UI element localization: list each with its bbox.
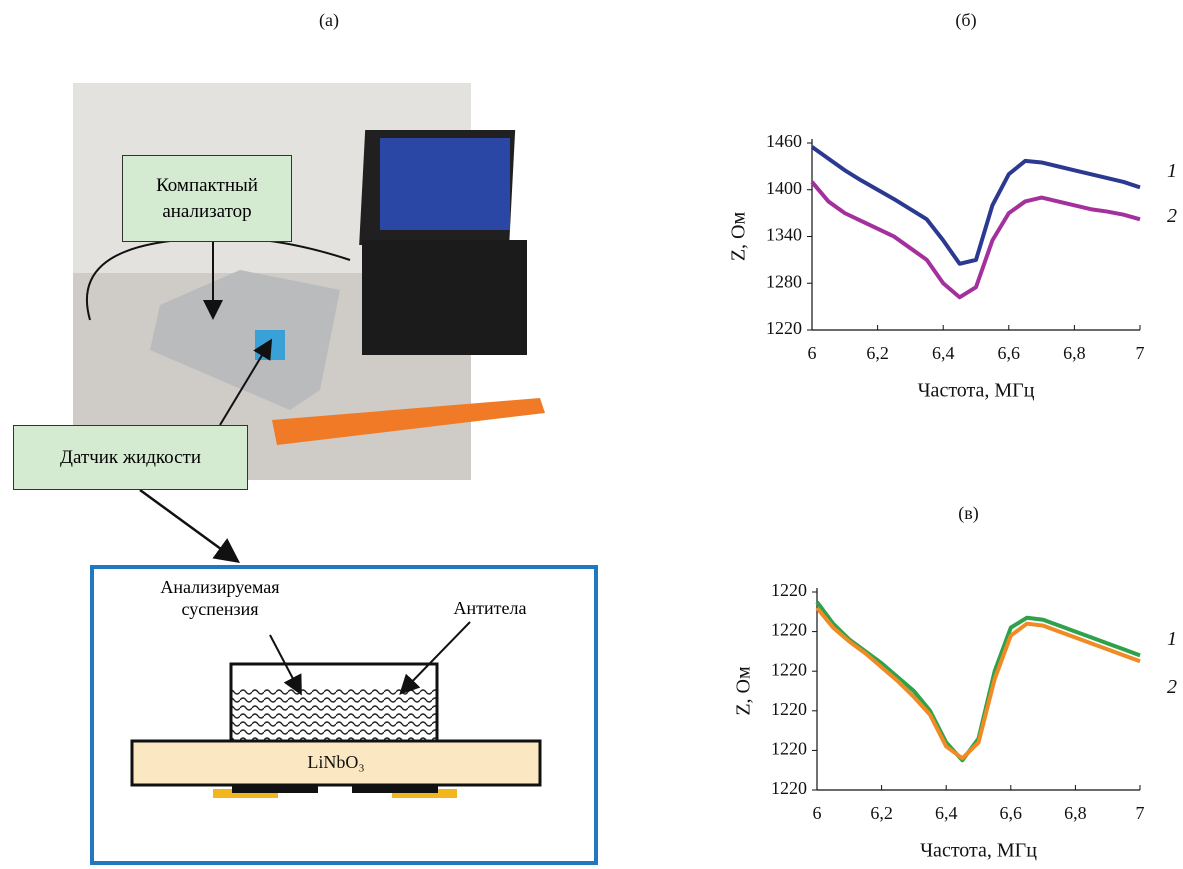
x-tick-label: 6,6 xyxy=(1000,803,1023,823)
x-tick-label: 6 xyxy=(808,343,817,363)
photo xyxy=(73,83,545,480)
x-tick-label: 6,2 xyxy=(870,803,893,823)
y-tick-label: 1220 xyxy=(766,318,802,338)
y-tick-label: 1220 xyxy=(771,580,807,600)
x-axis-label: Частота, МГц xyxy=(920,840,1037,862)
legend-label: 1 xyxy=(1167,628,1177,650)
x-tick-label: 6,8 xyxy=(1064,803,1087,823)
legend-label: 2 xyxy=(1167,676,1177,698)
x-tick-label: 6,4 xyxy=(935,803,958,823)
diagram-label: Анализируемая суспензия xyxy=(140,576,300,620)
y-tick-label: 1340 xyxy=(766,225,802,245)
x-tick-label: 6,6 xyxy=(998,343,1021,363)
y-tick-label: 1220 xyxy=(771,699,807,719)
y-tick-label: 1220 xyxy=(771,778,807,798)
y-tick-label: 1400 xyxy=(766,178,802,198)
y-tick-label: 1220 xyxy=(771,620,807,640)
y-tick-label: 1460 xyxy=(766,131,802,151)
electrode xyxy=(232,785,318,793)
legend-label: 1 xyxy=(1167,160,1177,182)
panel-label: (а) xyxy=(319,10,339,31)
figure: (а) LiNbO₃ (б) 1220 1280 1340 1400 1460 6 6,2 6,… xyxy=(0,0,1183,869)
data-line xyxy=(812,147,1140,264)
y-axis-label: Z, Ом xyxy=(728,212,750,262)
label-box: Датчик жидкости xyxy=(13,425,248,490)
y-axis-label: Z, Ом xyxy=(733,666,755,716)
y-tick-label: 1220 xyxy=(771,739,807,759)
y-tick-label: 1220 xyxy=(771,659,807,679)
x-tick-label: 6,8 xyxy=(1063,343,1086,363)
x-tick-label: 6,4 xyxy=(932,343,955,363)
y-tick-label: 1280 xyxy=(766,271,802,291)
electrode xyxy=(352,785,438,793)
suspension xyxy=(231,688,437,741)
legend-label: 2 xyxy=(1167,205,1177,227)
label-box: Компактный анализатор xyxy=(122,155,292,242)
data-line xyxy=(812,182,1140,297)
x-tick-label: 6 xyxy=(813,803,822,823)
x-tick-label: 6,2 xyxy=(866,343,889,363)
chart-title: (б) xyxy=(955,10,976,31)
data-line xyxy=(817,608,1140,758)
chart-title: (в) xyxy=(958,503,979,524)
x-tick-label: 7 xyxy=(1136,343,1145,363)
x-tick-label: 7 xyxy=(1136,803,1145,823)
substrate-label: LiNbO₃ xyxy=(307,752,364,772)
arrow xyxy=(140,490,236,560)
x-axis-label: Частота, МГц xyxy=(918,380,1035,402)
diagram-label: Антитела xyxy=(430,597,550,619)
